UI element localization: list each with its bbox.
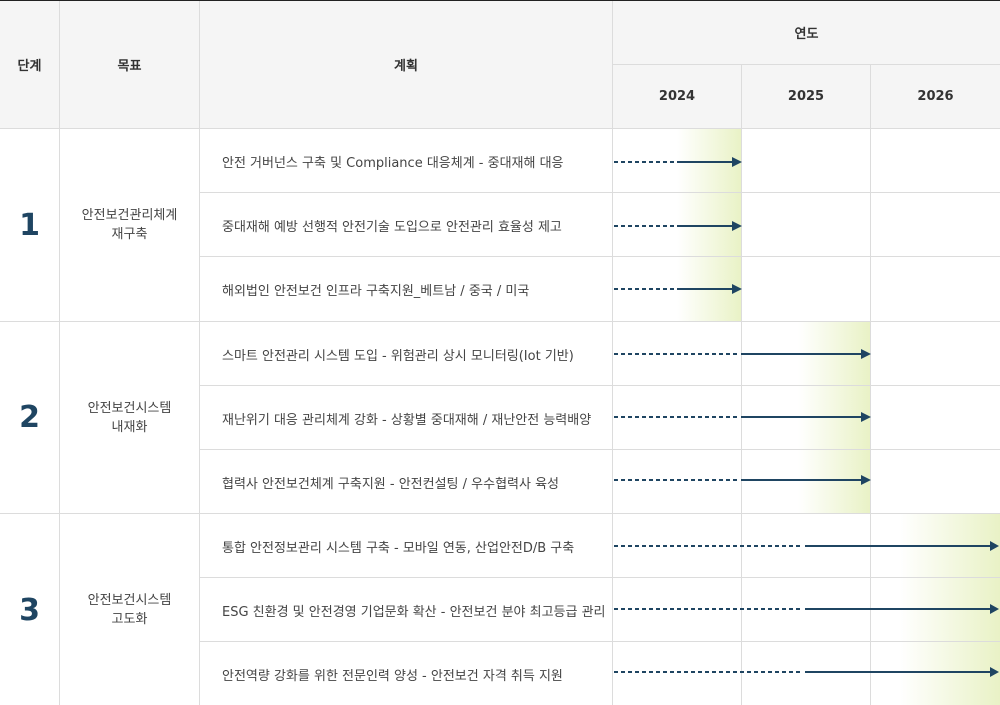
header-year-2026: 2026 <box>871 65 1000 128</box>
grid-line <box>59 1 60 705</box>
header-stage: 단계 <box>0 1 59 128</box>
grid-line <box>199 449 1000 450</box>
stage-number-1: 1 <box>19 207 40 243</box>
timeline-arrow-2-2 <box>614 412 871 422</box>
plan-item-2-3: 협력사 안전보건체계 구축지원 - 안전컨설팅 / 우수협력사 육성 <box>222 476 559 492</box>
grid-line <box>0 513 1000 514</box>
grid-line <box>199 192 1000 193</box>
timeline-arrow-3-1 <box>614 541 999 551</box>
stage-goal-2: 안전보건시스템 내재화 <box>87 400 172 435</box>
grid-line <box>612 64 1000 65</box>
stage-goal-3: 안전보건시스템 고도화 <box>87 593 172 627</box>
grid-line <box>199 577 1000 578</box>
grid-line <box>199 256 1000 257</box>
timeline-arrow-3-3 <box>614 667 999 677</box>
header-year-2025: 2025 <box>742 65 870 128</box>
plan-item-3-1: 통합 안전정보관리 시스템 구축 - 모바일 연동, 산업안전D/B 구축 <box>222 540 575 556</box>
plan-item-1-1: 안전 거버넌스 구축 및 Compliance 대응체계 - 중대재해 대응 <box>222 155 564 171</box>
stage-number-2: 2 <box>19 400 40 435</box>
timeline-arrow-3-2 <box>614 604 999 614</box>
grid-line <box>199 1 200 705</box>
grid-line <box>199 385 1000 386</box>
stage-goal-1: 안전보건관리체계 재구축 <box>81 208 178 242</box>
plan-item-2-1: 스마트 안전관리 시스템 도입 - 위험관리 상시 모니터링(Iot 기반) <box>222 348 574 364</box>
header-year-2024: 2024 <box>613 65 741 128</box>
plan-item-3-2: ESG 친환경 및 안전경영 기업문화 확산 - 안전보건 분야 최고등급 관리 <box>222 604 606 620</box>
stage-number-3: 3 <box>19 592 40 628</box>
header-year: 연도 <box>613 1 1000 64</box>
timeline-arrow-1-1 <box>614 157 742 167</box>
timeline-arrow-2-3 <box>614 475 871 485</box>
plan-item-2-2: 재난위기 대응 관리체계 강화 - 상황별 중대재해 / 재난안전 능력배양 <box>222 412 592 428</box>
header-plan: 계획 <box>200 1 612 128</box>
timeline-arrow-1-2 <box>614 221 742 231</box>
plan-item-1-2: 중대재해 예방 선행적 안전기술 도입으로 안전관리 효율성 제고 <box>222 219 562 235</box>
header-goal: 목표 <box>60 1 199 128</box>
timeline-arrow-2-1 <box>614 349 871 359</box>
timeline-arrow-1-3 <box>614 284 742 294</box>
grid-line <box>199 641 1000 642</box>
plan-item-1-3: 해외법인 안전보건 인프라 구축지원_베트남 / 중국 / 미국 <box>222 283 530 299</box>
grid-line <box>0 321 1000 322</box>
plan-item-3-3: 안전역량 강화를 위한 전문인력 양성 - 안전보건 자격 취득 지원 <box>222 668 563 684</box>
grid-line <box>0 128 1000 129</box>
grid-line <box>612 1 613 705</box>
